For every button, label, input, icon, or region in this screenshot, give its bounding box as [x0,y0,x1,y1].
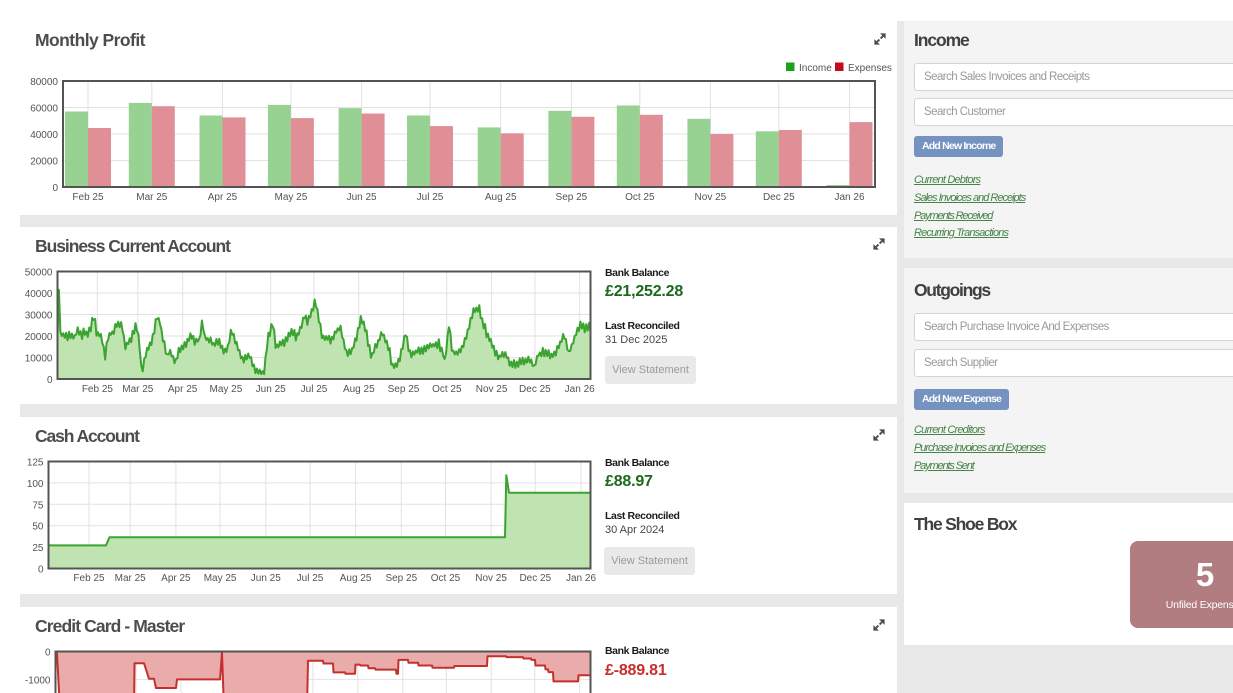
svg-text:40000: 40000 [30,130,58,141]
svg-text:50: 50 [32,522,44,533]
svg-text:Aug 25: Aug 25 [340,573,372,584]
svg-text:Oct 25: Oct 25 [431,573,461,584]
svg-text:Sep 25: Sep 25 [388,384,420,395]
svg-text:Jan 26: Jan 26 [834,192,864,203]
svg-text:80000: 80000 [30,77,58,88]
svg-text:25: 25 [32,543,44,554]
svg-text:Mar 25: Mar 25 [115,573,147,584]
svg-text:Feb 25: Feb 25 [82,384,114,395]
svg-text:Apr 25: Apr 25 [208,192,238,203]
svg-text:May 25: May 25 [275,192,308,203]
svg-text:Jul 25: Jul 25 [417,192,444,203]
svg-text:Jun 25: Jun 25 [347,192,377,203]
svg-text:Jun 25: Jun 25 [251,573,281,584]
svg-text:0: 0 [47,375,53,386]
svg-text:Nov 25: Nov 25 [695,192,727,203]
svg-text:75: 75 [32,500,44,511]
svg-text:May 25: May 25 [204,573,237,584]
svg-text:0: 0 [52,183,58,194]
svg-text:Sep 25: Sep 25 [556,192,588,203]
svg-text:20000: 20000 [30,157,58,168]
svg-text:Feb 25: Feb 25 [72,192,104,203]
svg-text:125: 125 [27,458,44,469]
svg-text:Mar 25: Mar 25 [122,384,154,395]
svg-text:-1000: -1000 [25,675,51,686]
svg-text:Jul 25: Jul 25 [297,573,324,584]
svg-text:40000: 40000 [25,289,53,300]
svg-text:Expenses: Expenses [848,63,892,74]
svg-text:Jul 25: Jul 25 [301,384,328,395]
svg-text:Dec 25: Dec 25 [519,384,551,395]
svg-text:Apr 25: Apr 25 [168,384,198,395]
svg-text:Jan 26: Jan 26 [565,384,595,395]
svg-text:60000: 60000 [30,104,58,115]
svg-text:Oct 25: Oct 25 [625,192,655,203]
svg-text:Sep 25: Sep 25 [385,573,417,584]
svg-text:30000: 30000 [25,311,53,322]
svg-text:May 25: May 25 [210,384,243,395]
svg-text:Oct 25: Oct 25 [432,384,462,395]
svg-text:100: 100 [27,479,44,490]
svg-text:Jan 26: Jan 26 [566,573,596,584]
svg-text:Jun 25: Jun 25 [256,384,286,395]
svg-text:Aug 25: Aug 25 [343,384,375,395]
svg-text:10000: 10000 [25,354,53,365]
svg-text:0: 0 [38,565,44,576]
svg-text:Nov 25: Nov 25 [476,384,508,395]
svg-text:Nov 25: Nov 25 [475,573,507,584]
svg-text:Aug 25: Aug 25 [485,192,517,203]
svg-text:Mar 25: Mar 25 [136,192,168,203]
svg-text:Dec 25: Dec 25 [763,192,795,203]
svg-text:Feb 25: Feb 25 [73,573,105,584]
svg-text:0: 0 [45,648,51,659]
svg-text:Dec 25: Dec 25 [519,573,551,584]
svg-text:Income: Income [799,63,832,74]
svg-text:20000: 20000 [25,332,53,343]
svg-text:50000: 50000 [25,268,53,279]
svg-text:Apr 25: Apr 25 [161,573,191,584]
